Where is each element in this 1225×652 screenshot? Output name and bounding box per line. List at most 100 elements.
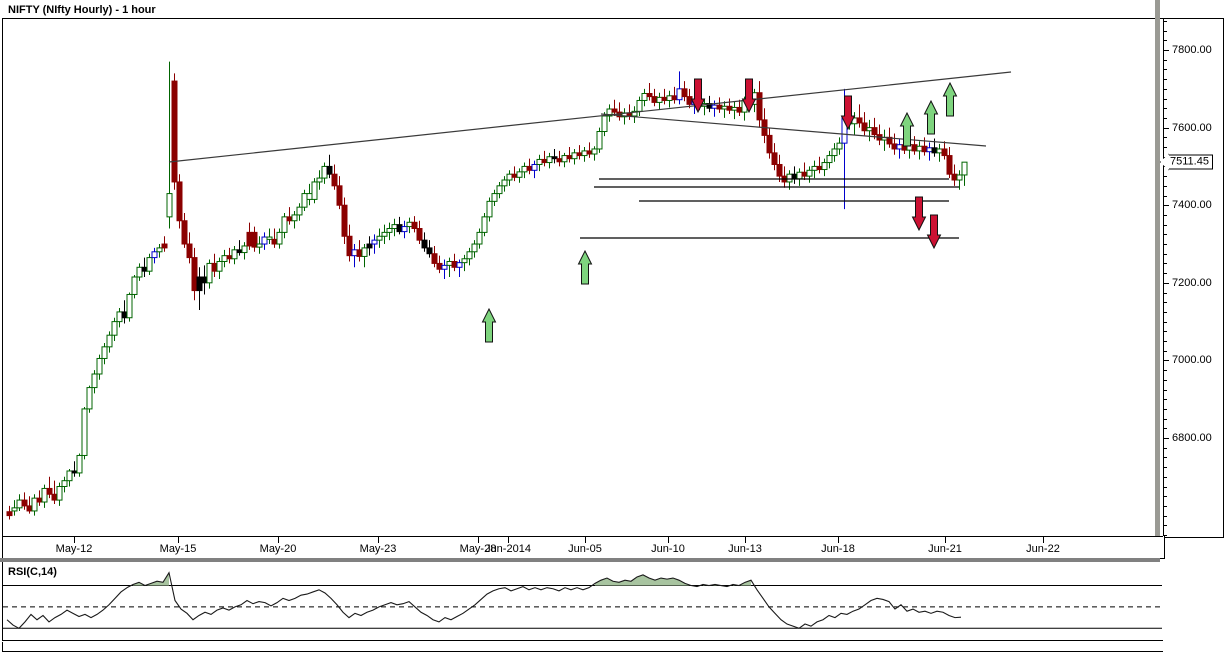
- price-tick-label: 7200.00: [1172, 276, 1212, 289]
- price-tick-minor: [1163, 137, 1167, 139]
- price-tick-minor: [1163, 447, 1167, 449]
- price-tick-minor: [1163, 98, 1167, 100]
- rsi-study-label[interactable]: RSI(C,14): [8, 566, 57, 578]
- date-tick: [838, 537, 839, 543]
- price-tick-minor: [1163, 224, 1167, 226]
- price-tick-minor: [1163, 496, 1167, 498]
- price-tick-minor: [1163, 331, 1167, 333]
- price-tick-minor: [1163, 20, 1167, 22]
- price-tick-label: 7800.00: [1172, 44, 1212, 57]
- price-tick-minor: [1163, 253, 1167, 255]
- price-tick-minor: [1163, 30, 1167, 32]
- trendline-group[interactable]: [168, 71, 1012, 163]
- price-tick-minor: [1163, 311, 1167, 313]
- arrow-down-5: [926, 214, 942, 250]
- price-tick-minor: [1163, 59, 1167, 61]
- date-tick: [378, 537, 379, 543]
- price-tick-minor: [1163, 108, 1167, 110]
- date-axis-border: [2, 536, 1163, 537]
- date-tick-label: May-28: [459, 543, 497, 555]
- arrow-down-1: [690, 78, 706, 114]
- date-tick-label: Jun-21: [928, 543, 962, 555]
- price-tick-minor: [1163, 505, 1167, 507]
- date-tick: [1043, 537, 1044, 543]
- price-tick-minor: [1163, 69, 1167, 71]
- price-tick-major: [1163, 50, 1169, 52]
- price-tick-minor: [1163, 195, 1167, 197]
- price-marker-notch: [1160, 153, 1169, 171]
- price-tick-minor: [1163, 476, 1167, 478]
- rsi-plot-area[interactable]: [2, 562, 1163, 641]
- arrow-down-2: [741, 78, 757, 114]
- rsi-panel: RSI(C,14) 70.050.030.040.4 motivewave.co…: [0, 558, 1225, 652]
- price-tick-minor: [1163, 389, 1167, 391]
- date-tick-label: Jun-05: [568, 543, 602, 555]
- arrow-up-1: [481, 307, 497, 343]
- price-tick-minor: [1163, 185, 1167, 187]
- date-tick: [508, 537, 509, 543]
- price-tick-minor: [1163, 117, 1167, 119]
- upper-ascending-resistance: [168, 71, 1012, 163]
- price-tick-minor: [1163, 273, 1167, 275]
- price-tick-minor: [1163, 302, 1167, 304]
- date-tick-label: Jun-13: [728, 543, 762, 555]
- price-tick-minor: [1163, 341, 1167, 342]
- arrow-up-3: [899, 111, 915, 147]
- date-tick: [478, 537, 479, 543]
- current-price-value: 7511.45: [1169, 154, 1213, 170]
- date-tick-label: Jun-10: [651, 543, 685, 555]
- price-tick-minor: [1163, 321, 1167, 323]
- price-tick-minor: [1163, 467, 1167, 469]
- price-tick-minor: [1163, 379, 1167, 381]
- candle-series: [6, 61, 968, 520]
- date-tick-label: May-20: [259, 543, 297, 555]
- date-tick: [74, 537, 75, 543]
- price-tick-major: [1163, 127, 1169, 129]
- price-tick-minor: [1163, 457, 1167, 459]
- price-tick-minor: [1163, 535, 1167, 536]
- arrow-annotation-group[interactable]: [481, 78, 958, 343]
- price-tick-label: 7400.00: [1172, 199, 1212, 212]
- price-axis-spine: [1163, 18, 1164, 537]
- price-tick-minor: [1163, 214, 1167, 216]
- price-tick-minor: [1163, 292, 1167, 294]
- price-tick-minor: [1163, 370, 1167, 372]
- price-tick-major: [1163, 282, 1169, 284]
- price-tick-major: [1163, 360, 1169, 362]
- price-tick-minor: [1163, 399, 1167, 401]
- rsi-line: [6, 571, 962, 629]
- price-tick-minor: [1163, 79, 1167, 81]
- date-tick-label: May-23: [359, 543, 397, 555]
- price-tick-minor: [1163, 428, 1167, 430]
- current-price-marker: 7511.45: [1160, 153, 1213, 171]
- price-candlestick-svg: [6, 61, 1012, 520]
- price-axis[interactable]: [1162, 18, 1224, 538]
- date-tick-label: Jun-2014: [485, 543, 531, 555]
- arrow-down-4: [911, 196, 927, 232]
- date-tick-label: May-15: [159, 543, 197, 555]
- price-tick-minor: [1163, 234, 1167, 236]
- price-tick-minor: [1163, 486, 1167, 488]
- price-tick-minor: [1163, 515, 1167, 517]
- rsi-panel-topbar: [0, 558, 1160, 562]
- price-tick-major: [1163, 438, 1169, 439]
- price-tick-major: [1163, 205, 1169, 207]
- date-tick: [278, 537, 279, 543]
- arrow-down-3: [840, 95, 856, 131]
- date-tick: [745, 537, 746, 543]
- panel-divider: [1155, 0, 1160, 558]
- arrow-up-4: [923, 99, 939, 135]
- horizontal-level-group[interactable]: [580, 178, 959, 239]
- arrow-up-2: [577, 249, 593, 285]
- date-tick-label: Jun-18: [821, 543, 855, 555]
- price-tick-minor: [1163, 40, 1167, 42]
- price-tick-label: 7000.00: [1172, 354, 1212, 367]
- price-tick-minor: [1163, 147, 1167, 149]
- price-tick-minor: [1163, 418, 1167, 420]
- price-plot-area[interactable]: [2, 18, 1163, 538]
- price-tick-minor: [1163, 176, 1167, 178]
- rsi-line-svg: [3, 571, 1162, 629]
- price-tick-minor: [1163, 244, 1167, 246]
- price-tick-minor: [1163, 166, 1167, 168]
- date-tick: [945, 537, 946, 543]
